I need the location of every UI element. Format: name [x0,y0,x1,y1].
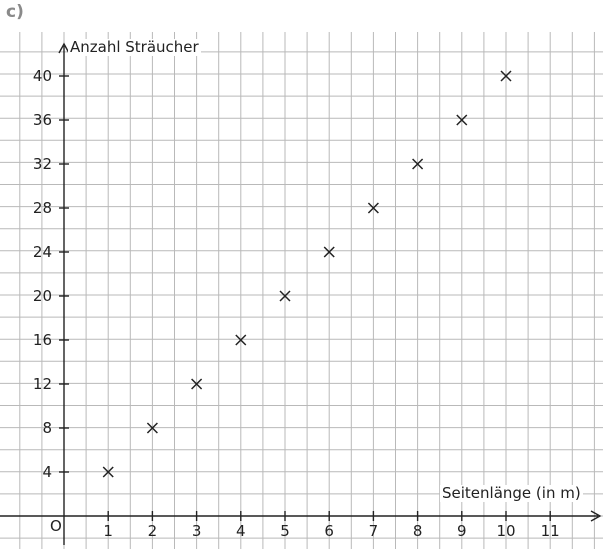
data-point-marker [279,290,291,302]
data-point-marker [412,158,424,170]
data-point-marker [456,114,468,126]
y-tick-label: 28 [33,199,52,217]
x-tick-label: 10 [496,522,515,540]
x-tick-label: 6 [324,522,334,540]
x-tick-label: 7 [369,522,379,540]
x-tick-label: 4 [236,522,246,540]
figure-label: c) [6,2,24,22]
y-tick-label: 24 [33,243,52,261]
data-point-marker [323,246,335,258]
grid [0,32,603,549]
x-tick-label: 11 [541,522,560,540]
x-axis-arrow [590,510,602,522]
x-tick-label: 5 [280,522,290,540]
x-tick-label: 3 [192,522,202,540]
data-point-marker [235,334,247,346]
y-tick-label: 20 [33,287,52,305]
x-tick-label: 2 [148,522,158,540]
origin-label: O [50,517,62,535]
data-point-marker [146,422,158,434]
y-tick-label: 8 [42,419,52,437]
x-axis-label: Seitenlänge (in m) [440,484,583,502]
y-tick-label: 4 [42,463,52,481]
data-point-marker [191,378,203,390]
y-tick-label: 40 [33,67,52,85]
data-point-marker [500,70,512,82]
x-tick-label: 8 [413,522,423,540]
y-axis-label: Anzahl Sträucher [68,38,201,56]
data-point-marker [367,202,379,214]
x-tick-label: 1 [103,522,113,540]
y-tick-label: 32 [33,155,52,173]
data-point-marker [102,466,114,478]
y-tick-label: 12 [33,375,52,393]
y-tick-label: 16 [33,331,52,349]
x-tick-label: 9 [457,522,467,540]
y-tick-label: 36 [33,111,52,129]
y-axis-arrow [58,42,70,54]
